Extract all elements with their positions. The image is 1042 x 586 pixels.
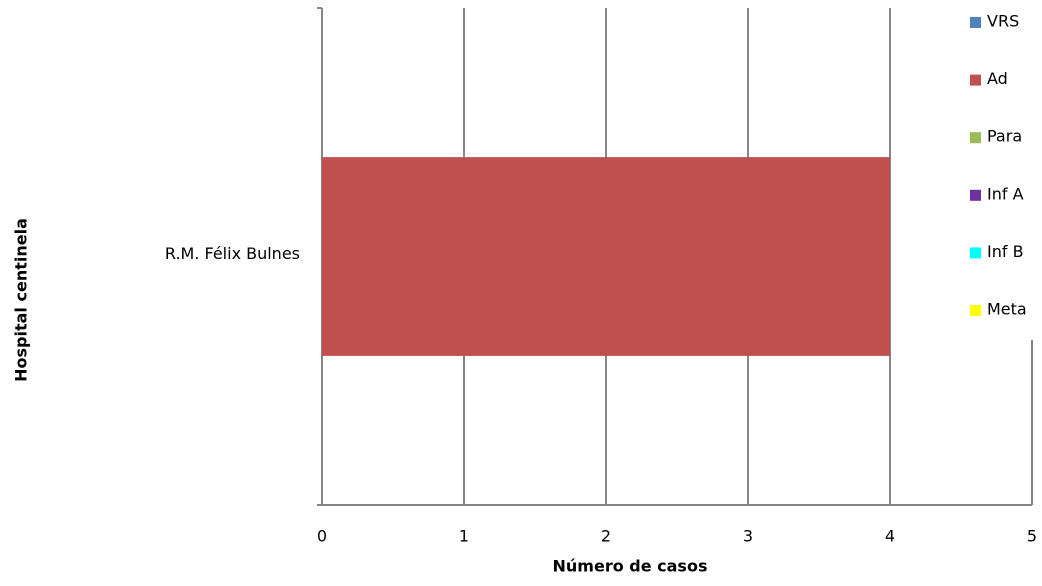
x-tick-label: 2 — [601, 527, 611, 546]
x-tick-label: 0 — [317, 527, 327, 546]
legend-label: Inf A — [987, 184, 1024, 203]
x-tick-label: 1 — [459, 527, 469, 546]
legend-swatch — [970, 132, 981, 144]
legend-label: Para — [987, 127, 1022, 146]
legend-swatch — [970, 17, 981, 28]
legend-swatch — [970, 189, 981, 201]
legend-swatch — [970, 247, 981, 259]
x-axis-title: Número de casos — [553, 557, 708, 576]
x-tick-label: 3 — [743, 527, 753, 546]
legend-label: VRS — [987, 12, 1019, 31]
x-tick-label: 5 — [1027, 527, 1037, 546]
legend-swatch — [970, 305, 981, 316]
legend-label: Meta — [987, 300, 1027, 319]
legend-box — [960, 8, 1042, 340]
y-tick-label: R.M. Félix Bulnes — [165, 244, 300, 263]
legend-label: Ad — [987, 69, 1008, 88]
legend-swatch — [970, 74, 981, 86]
x-tick-label: 4 — [885, 527, 895, 546]
legend-label: Inf B — [987, 242, 1024, 261]
y-axis-title: Hospital centinela — [12, 218, 31, 382]
bar — [322, 157, 890, 356]
